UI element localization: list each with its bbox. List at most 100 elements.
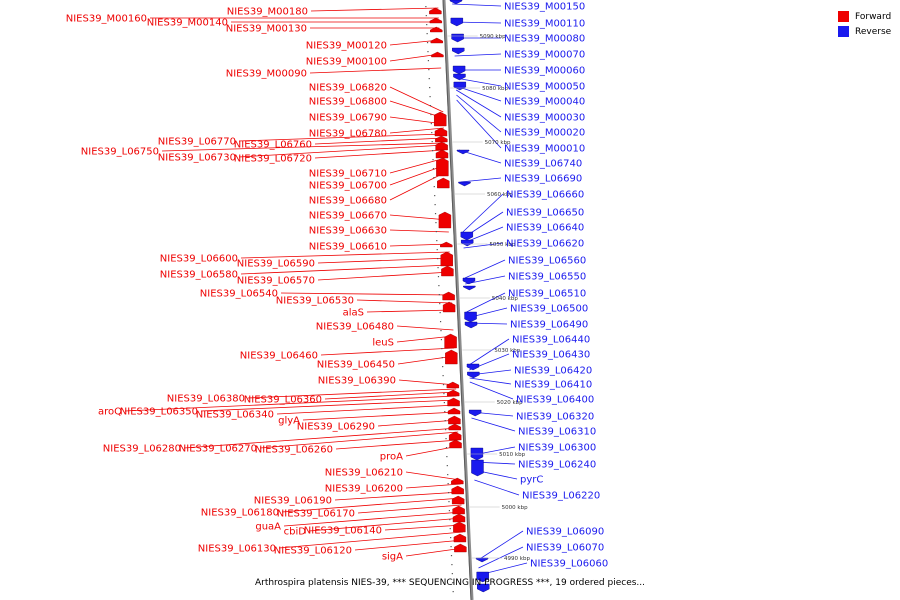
reverse-gene-glyph[interactable] [476,571,489,583]
gene-label-nies39-l06340[interactable]: NIES39_L06340 [196,410,274,421]
forward-gene-glyph[interactable] [452,505,465,515]
gene-label-cbid[interactable]: cbiD [284,527,307,538]
gene-label-nies39-l06130[interactable]: NIES39_L06130 [198,544,276,555]
gene-label-nies39-l06580[interactable]: NIES39_L06580 [160,270,238,281]
gene-label-nies39-l06260[interactable]: NIES39_L06260 [255,445,333,456]
gene-label-nies39-l06730[interactable]: NIES39_L06730 [158,153,236,164]
gene-label-nies39-l06360[interactable]: NIES39_L06360 [244,395,322,406]
forward-gene-glyph[interactable] [438,211,452,229]
gene-label-nies39-l06270[interactable]: NIES39_L06270 [179,444,257,455]
forward-gene-glyph[interactable] [437,177,450,189]
gene-label-nies39-l06690[interactable]: NIES39_L06690 [504,174,582,185]
gene-label-nies39-l06740[interactable]: NIES39_L06740 [504,159,582,170]
reverse-gene-glyph[interactable] [466,363,480,371]
gene-label-nies39-l06680[interactable]: NIES39_L06680 [309,196,387,207]
gene-label-nies39-l06490[interactable]: NIES39_L06490 [510,320,588,331]
gene-label-nies39-l06590[interactable]: NIES39_L06590 [237,259,315,270]
forward-gene-glyph[interactable] [447,407,461,415]
forward-gene-glyph[interactable] [453,521,466,533]
forward-gene-glyph[interactable] [440,251,453,267]
reverse-gene-glyph[interactable] [451,33,464,43]
gene-label-nies39-l06540[interactable]: NIES39_L06540 [200,289,278,300]
gene-label-nies39-l06450[interactable]: NIES39_L06450 [317,360,395,371]
gene-label-aroq[interactable]: aroQ [98,407,122,418]
forward-gene-glyph[interactable] [454,543,467,553]
gene-label-nies39-l06500[interactable]: NIES39_L06500 [510,304,588,315]
forward-gene-glyph[interactable] [435,141,448,151]
gene-label-leus[interactable]: leuS [372,338,394,349]
gene-label-nies39-m00070[interactable]: NIES39_M00070 [504,50,585,61]
gene-label-nies39-l06190[interactable]: NIES39_L06190 [254,496,332,507]
gene-label-nies39-m00110[interactable]: NIES39_M00110 [504,19,585,30]
gene-label-nies39-l06430[interactable]: NIES39_L06430 [512,350,590,361]
forward-gene-glyph[interactable] [429,7,442,15]
gene-label-nies39-m00040[interactable]: NIES39_M00040 [504,97,585,108]
forward-gene-glyph[interactable] [442,291,455,301]
forward-gene-glyph[interactable] [431,51,444,58]
forward-gene-glyph[interactable] [434,111,447,127]
reverse-gene-glyph[interactable] [450,17,464,27]
gene-label-nies39-l06220[interactable]: NIES39_L06220 [522,491,600,502]
reverse-gene-glyph[interactable] [475,557,489,563]
gene-label-nies39-l06750[interactable]: NIES39_L06750 [81,147,159,158]
gene-label-nies39-l06350[interactable]: NIES39_L06350 [120,407,198,418]
gene-label-nies39-l06760[interactable]: NIES39_L06760 [234,140,312,151]
forward-gene-glyph[interactable] [436,157,449,177]
gene-label-nies39-m00060[interactable]: NIES39_M00060 [504,66,585,77]
gene-label-guaa[interactable]: guaA [255,522,281,533]
forward-gene-glyph[interactable] [452,513,466,523]
gene-label-nies39-m00010[interactable]: NIES39_M00010 [504,144,585,155]
reverse-gene-glyph[interactable] [453,73,466,81]
gene-label-nies39-m00050[interactable]: NIES39_M00050 [504,82,585,93]
forward-gene-glyph[interactable] [442,301,456,313]
gene-label-proa[interactable]: proA [380,452,403,463]
gene-label-nies39-m00080[interactable]: NIES39_M00080 [504,34,585,45]
gene-label-nies39-l06320[interactable]: NIES39_L06320 [516,412,594,423]
gene-label-nies39-l06620[interactable]: NIES39_L06620 [506,239,584,250]
gene-label-nies39-l06640[interactable]: NIES39_L06640 [506,223,584,234]
reverse-gene-glyph[interactable] [468,409,482,417]
gene-label-nies39-l06140[interactable]: NIES39_L06140 [304,526,382,537]
gene-label-nies39-l06060[interactable]: NIES39_L06060 [530,559,608,570]
gene-label-nies39-l06630[interactable]: NIES39_L06630 [309,226,387,237]
gene-label-nies39-l06170[interactable]: NIES39_L06170 [277,509,355,520]
gene-label-nies39-l06410[interactable]: NIES39_L06410 [514,380,592,391]
gene-label-nies39-l06650[interactable]: NIES39_L06650 [506,208,584,219]
forward-gene-glyph[interactable] [451,477,464,485]
gene-label-nies39-l06180[interactable]: NIES39_L06180 [201,508,279,519]
gene-label-nies39-m00020[interactable]: NIES39_M00020 [504,128,585,139]
gene-label-nies39-m00180[interactable]: NIES39_M00180 [227,7,308,18]
gene-label-nies39-l06300[interactable]: NIES39_L06300 [518,443,596,454]
forward-gene-glyph[interactable] [435,149,449,159]
gene-label-nies39-l06460[interactable]: NIES39_L06460 [240,351,318,362]
gene-label-nies39-l06390[interactable]: NIES39_L06390 [318,376,396,387]
gene-label-nies39-l06570[interactable]: NIES39_L06570 [237,276,315,287]
gene-label-nies39-m00120[interactable]: NIES39_M00120 [306,41,387,52]
gene-label-nies39-l06480[interactable]: NIES39_L06480 [316,322,394,333]
forward-gene-glyph[interactable] [448,431,462,441]
gene-label-nies39-l06710[interactable]: NIES39_L06710 [309,169,387,180]
gene-label-nies39-l06770[interactable]: NIES39_L06770 [158,137,236,148]
reverse-gene-glyph[interactable] [477,583,490,593]
gene-label-nies39-l06120[interactable]: NIES39_L06120 [274,546,352,557]
gene-label-nies39-m00100[interactable]: NIES39_M00100 [306,57,387,68]
forward-gene-glyph[interactable] [453,533,467,543]
gene-label-nies39-l06610[interactable]: NIES39_L06610 [309,242,387,253]
forward-gene-glyph[interactable] [435,135,448,143]
forward-gene-glyph[interactable] [440,241,453,248]
forward-gene-glyph[interactable] [429,17,443,24]
gene-label-nies39-l06400[interactable]: NIES39_L06400 [516,395,594,406]
gene-label-nies39-m00160[interactable]: NIES39_M00160 [66,14,147,25]
forward-gene-glyph[interactable] [441,265,454,277]
gene-label-nies39-l06090[interactable]: NIES39_L06090 [526,527,604,538]
gene-label-siga[interactable]: sigA [382,552,403,563]
gene-label-nies39-l06210[interactable]: NIES39_L06210 [325,468,403,479]
gene-label-nies39-l06820[interactable]: NIES39_L06820 [309,83,387,94]
reverse-gene-glyph[interactable] [461,239,474,247]
gene-label-nies39-l06720[interactable]: NIES39_L06720 [234,154,312,165]
gene-label-nies39-l06560[interactable]: NIES39_L06560 [508,256,586,267]
reverse-gene-glyph[interactable] [456,149,470,155]
gene-label-nies39-l06780[interactable]: NIES39_L06780 [309,129,387,140]
gene-label-nies39-l06310[interactable]: NIES39_L06310 [518,427,596,438]
reverse-gene-glyph[interactable] [467,371,480,379]
